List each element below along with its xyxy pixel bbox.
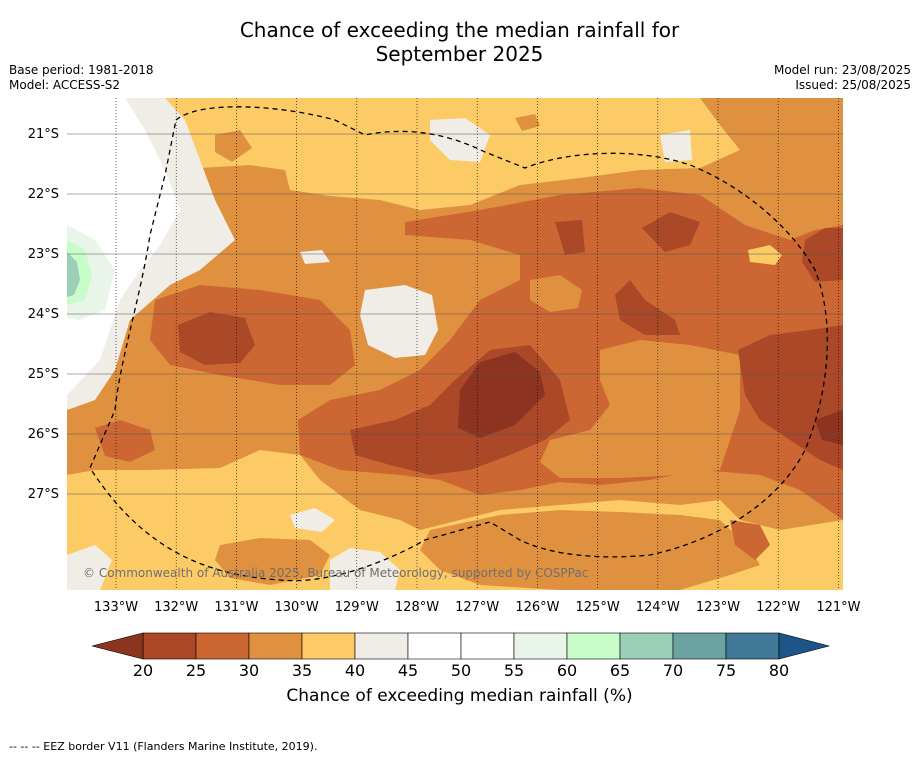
- longitude-label: 126°W: [515, 600, 559, 615]
- contour-25-30-south: [730, 520, 770, 560]
- longitude-label: 122°W: [756, 600, 800, 615]
- colorbar-segment: [513, 632, 568, 660]
- colorbar-segment: [460, 632, 515, 660]
- colorbar-tick-label: 65: [610, 661, 630, 680]
- contour-30-35-northeast: [700, 98, 843, 190]
- title-line-2: September 2025: [375, 42, 544, 66]
- longitude-label: 131°W: [214, 600, 258, 615]
- contour-15-20-far-east: [815, 410, 843, 445]
- colorbar-under-arrow: [91, 632, 144, 660]
- contour-40-45-north-b: [660, 130, 692, 162]
- contour-15-20-central: [458, 352, 545, 438]
- contour-35-40-east-small: [748, 245, 782, 265]
- latitude-label: 23°S: [28, 247, 59, 262]
- colorbar-tick-label: 60: [557, 661, 577, 680]
- colorbar-tick-label: 50: [451, 661, 471, 680]
- colorbar-segment: [142, 632, 197, 660]
- colorbar-segment: [619, 632, 674, 660]
- colorbar-segment: [672, 632, 727, 660]
- colorbar-tick-label: 30: [239, 661, 259, 680]
- colorbar-segment: [566, 632, 621, 660]
- colorbar-tick-label: 45: [398, 661, 418, 680]
- contour-20-25-northeast-b: [555, 220, 585, 255]
- graticule: [67, 98, 843, 590]
- longitude-label: 121°W: [816, 600, 860, 615]
- contour-40-45-south-b: [330, 548, 400, 590]
- latitude-label: 21°S: [28, 127, 59, 142]
- copyright-text: © Commonwealth of Australia 2025, Bureau…: [83, 566, 588, 580]
- colorbar-tick-label: 20: [133, 661, 153, 680]
- colorbar-label: Chance of exceeding median rainfall (%): [286, 686, 633, 706]
- colorbar-tick-label: 80: [769, 661, 789, 680]
- longitude-label: 130°W: [275, 600, 319, 615]
- latitude-labels: 21°S 22°S 23°S 24°S 25°S 26°S 27°S: [28, 127, 59, 502]
- contour-35-40-north: [67, 98, 843, 345]
- eez-border-line: [89, 106, 828, 582]
- contour-40-45-southwest: [67, 545, 112, 590]
- title-line-1: Chance of exceeding the median rainfall …: [239, 18, 680, 42]
- colorbar-tick-label: 35: [292, 661, 312, 680]
- colorbar-tick-label: 75: [716, 661, 736, 680]
- map-title: Chance of exceeding the median rainfall …: [0, 18, 919, 66]
- contour-30-35-north-small-a: [215, 130, 252, 162]
- contour-40-45-south-a: [290, 508, 335, 532]
- contour-20-25-northeast-a: [642, 212, 700, 252]
- contour-30-35-south-b: [420, 510, 760, 590]
- colorbar-segment: [725, 632, 780, 660]
- colorbar-tick-label: 55: [504, 661, 524, 680]
- model-name: Model: ACCESS-S2: [9, 78, 121, 92]
- contour-30-35-central-north: [530, 275, 582, 312]
- colorbar-tick-label: 25: [186, 661, 206, 680]
- latitude-label: 22°S: [28, 187, 59, 202]
- colorbar-segment: [195, 632, 250, 660]
- latitude-label: 27°S: [28, 487, 59, 502]
- contour-20-25-east-mid: [615, 280, 680, 335]
- base-period: Base period: 1981-2018: [9, 63, 154, 77]
- contour-25-30-southwest: [95, 420, 155, 462]
- contour-40-45-central: [360, 285, 438, 358]
- colorbar-tick-label: 70: [663, 661, 683, 680]
- longitude-label: 132°W: [154, 600, 198, 615]
- latitude-label: 25°S: [28, 367, 59, 382]
- contour-65-70-west: [67, 252, 80, 297]
- longitude-label: 129°W: [335, 600, 379, 615]
- contour-20-25-west: [178, 312, 255, 365]
- longitude-labels: 133°W 132°W 131°W 130°W 129°W 128°W 127°W 126°W…: [94, 600, 861, 615]
- longitude-label: 133°W: [94, 600, 138, 615]
- colorbar-segment: [407, 632, 462, 660]
- longitude-label: 124°W: [636, 600, 680, 615]
- colorbar-segment: [354, 632, 409, 660]
- colorbar-segment: [301, 632, 356, 660]
- contour-30-35-south-a: [215, 538, 330, 585]
- contour-45-55-west: [67, 98, 180, 395]
- contour-30-35-north-small-b: [515, 114, 540, 131]
- meta-left: Base period: 1981-2018 Model: ACCESS-S2: [9, 63, 154, 93]
- meta-right: Model run: 23/08/2025 Issued: 25/08/2025: [774, 63, 911, 93]
- contour-40-45-north-c: [300, 250, 330, 264]
- contour-30-35-east-inner: [540, 340, 740, 478]
- issued-date: Issued: 25/08/2025: [795, 78, 911, 92]
- colorbar-over-arrow: [778, 632, 831, 660]
- colorbar-segment: [248, 632, 303, 660]
- footnote: -- -- -- EEZ border V11 (Flanders Marine…: [9, 740, 318, 753]
- contour-40-45-north-a: [430, 118, 490, 162]
- contour-20-25-far-east: [802, 228, 843, 282]
- latitude-label: 24°S: [28, 307, 59, 322]
- colorbar: 20 25 30 35 40 45 50 55 60 65 70 75 80: [91, 632, 831, 680]
- colorbar-tick-label: 40: [345, 661, 365, 680]
- longitude-label: 123°W: [696, 600, 740, 615]
- model-run: Model run: 23/08/2025: [773, 63, 911, 77]
- latitude-label: 26°S: [28, 427, 59, 442]
- longitude-label: 127°W: [455, 600, 499, 615]
- contour-layer: [67, 98, 843, 590]
- longitude-label: 128°W: [395, 600, 439, 615]
- longitude-label: 125°W: [576, 600, 620, 615]
